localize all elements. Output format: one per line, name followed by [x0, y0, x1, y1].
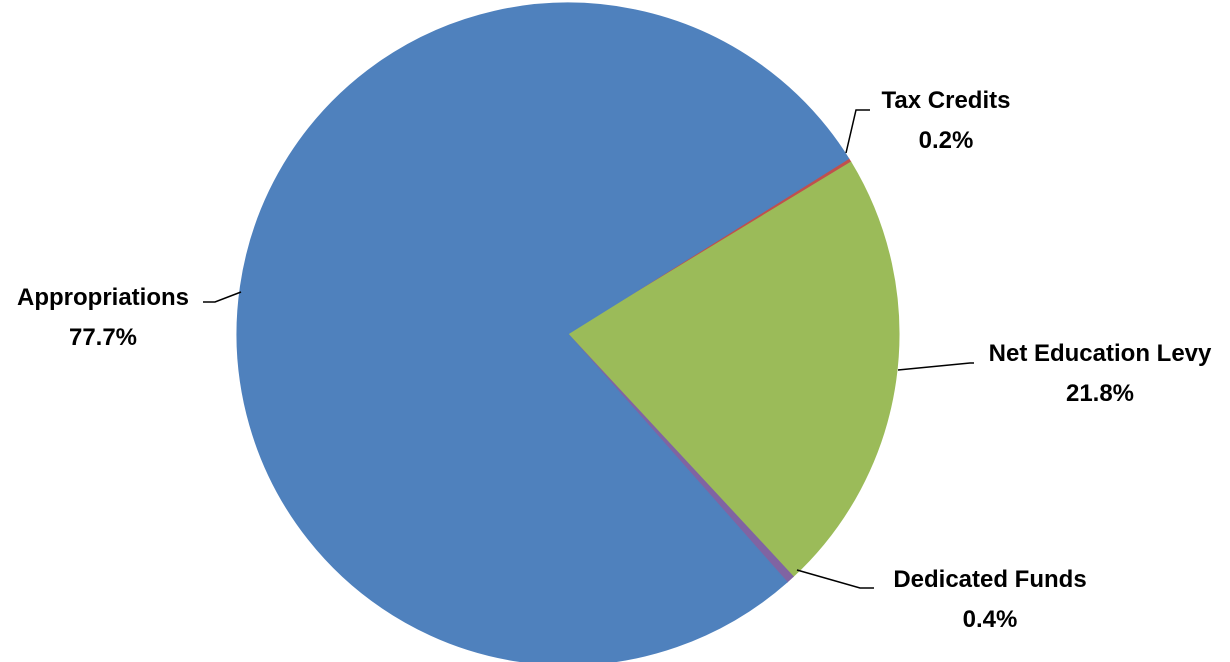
pie-slices — [236, 2, 900, 662]
leader-lines — [203, 109, 974, 589]
data-label-name-appropriations: Appropriations — [17, 284, 189, 311]
data-label-name-tax-credits: Tax Credits — [882, 87, 1011, 114]
data-labels: Tax Credits 0.2% Net Education Levy 21.8% De… — [17, 87, 1212, 633]
data-label-name-dedicated-funds: Dedicated Funds — [893, 566, 1086, 593]
pie-slice-net-education-levy — [567, 161, 900, 578]
leader-line-dedicated-funds — [796, 569, 874, 589]
leader-line-tax-credits — [845, 109, 870, 154]
data-label-value-appropriations: 77.7% — [69, 324, 137, 351]
pie-slice-appropriations — [236, 2, 850, 662]
leader-line-net-education-levy — [897, 362, 974, 371]
data-label-name-net-education-levy: Net Education Levy — [989, 340, 1212, 367]
leader-line-appropriations — [203, 291, 242, 303]
data-label-value-net-education-levy: 21.8% — [1066, 380, 1134, 407]
data-label-value-tax-credits: 0.2% — [919, 127, 974, 154]
data-label-value-dedicated-funds: 0.4% — [963, 606, 1018, 633]
